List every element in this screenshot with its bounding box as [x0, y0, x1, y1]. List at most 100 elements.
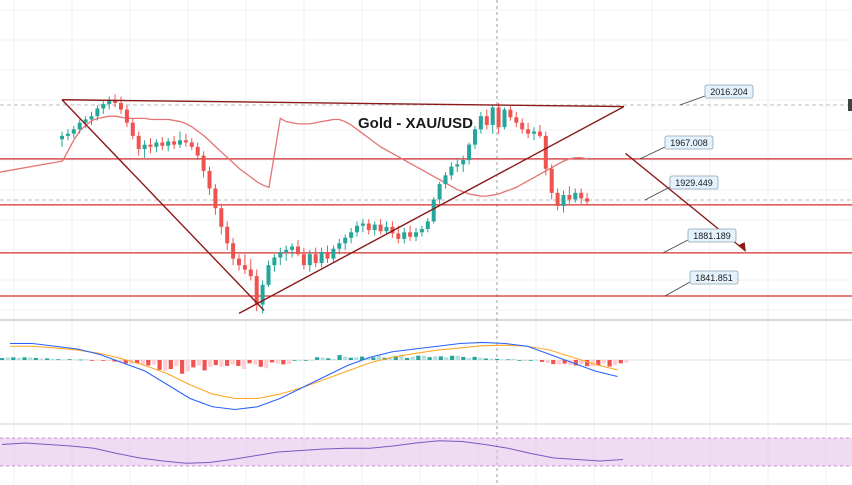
macd-histogram-bar: [393, 355, 398, 360]
candle: [201, 151, 206, 178]
label-leader: [644, 186, 671, 201]
candle: [325, 245, 330, 263]
candle: [178, 131, 182, 148]
candle: [189, 138, 194, 151]
candle-body: [543, 135, 548, 169]
macd-histogram-bar: [112, 360, 117, 362]
candle: [567, 186, 572, 204]
candle-body: [355, 225, 359, 233]
candle: [266, 260, 271, 288]
candle: [89, 111, 94, 125]
macd-histogram-bar: [84, 359, 89, 361]
candle-body: [107, 99, 112, 105]
candle-body: [154, 142, 159, 147]
candle: [537, 124, 542, 139]
candle-body: [549, 168, 554, 193]
candle-body: [319, 252, 324, 263]
macd-histogram-bar: [213, 360, 218, 366]
candle: [142, 140, 147, 158]
candle: [272, 254, 277, 272]
candle-body: [60, 135, 64, 140]
candle: [296, 239, 300, 257]
candle-body: [431, 199, 436, 222]
candle-body: [266, 265, 271, 285]
candle-body: [461, 159, 466, 165]
candle-body: [207, 170, 212, 189]
candle-body: [313, 254, 318, 263]
candle: [65, 129, 70, 141]
candle-body: [396, 233, 401, 239]
candle-body: [366, 223, 371, 231]
candle: [284, 245, 289, 261]
macd-histogram-bar: [343, 356, 348, 360]
label-leader: [662, 239, 689, 254]
macd-histogram-bar: [191, 360, 196, 368]
macd-histogram-bar: [450, 355, 455, 360]
candle: [449, 162, 454, 180]
candle: [195, 142, 200, 160]
macd-histogram-bar: [140, 360, 145, 365]
candle: [520, 118, 525, 134]
level-label: 2016.204: [679, 84, 754, 106]
macd-histogram-bar: [50, 358, 55, 360]
candle: [242, 254, 247, 274]
projection-arrowhead: [738, 242, 746, 252]
macd-histogram-bar: [427, 357, 432, 360]
macd-histogram-bar: [67, 359, 72, 360]
macd-histogram-bar: [483, 358, 488, 360]
candle-body: [77, 122, 82, 130]
trendline: [61, 99, 624, 108]
macd-histogram-bar: [315, 357, 320, 360]
macd-histogram-bar: [376, 355, 381, 360]
macd-histogram-bar: [146, 360, 151, 366]
label-box: [689, 270, 739, 285]
candle: [136, 131, 141, 156]
candle: [60, 131, 64, 147]
candles: [60, 94, 590, 314]
candle-body: [532, 131, 536, 134]
macd-histogram-bar: [106, 360, 111, 361]
macd-histogram-bar: [309, 360, 314, 361]
macd-histogram-bar: [258, 360, 263, 367]
candle-body: [242, 265, 247, 270]
macd-histogram-bar: [506, 359, 511, 361]
candle-body: [172, 141, 177, 145]
candle: [502, 107, 507, 130]
candle-body: [166, 141, 171, 146]
macd-signal-line: [10, 344, 618, 400]
macd-histogram-bar: [78, 359, 83, 361]
candle: [307, 249, 312, 272]
macd-histogram-bar: [320, 357, 325, 360]
macd-histogram-bar: [596, 360, 601, 366]
rsi-line: [1, 440, 624, 464]
candle-body: [467, 144, 472, 160]
macd-histogram-bar: [123, 360, 128, 364]
candle: [378, 219, 383, 235]
candle-body: [573, 192, 578, 200]
candle-body: [378, 224, 383, 232]
candle: [455, 157, 460, 173]
macd-histogram-bar: [253, 360, 258, 365]
level-labels: 2016.204 1967.008 1929.449 1881.189 1841.851: [639, 84, 852, 297]
candle-body: [425, 221, 430, 230]
candle: [431, 197, 436, 224]
candle: [260, 280, 265, 314]
label-leader: [679, 95, 706, 106]
candle: [579, 188, 584, 204]
macd-histogram-bar: [135, 360, 140, 364]
macd-histogram-bar: [489, 358, 494, 360]
price-axis-marker: [848, 99, 852, 111]
macd-histogram-bar: [28, 357, 33, 360]
candle: [313, 247, 318, 268]
macd-histogram-bar: [461, 356, 466, 360]
candle-body: [408, 232, 413, 237]
candle-body: [449, 166, 454, 176]
macd-histogram-bar: [275, 360, 280, 364]
candle-body: [537, 131, 542, 136]
macd-histogram-bar: [601, 360, 606, 364]
macd-histogram-bar: [151, 360, 156, 365]
candle-body: [95, 108, 100, 117]
candle-body: [160, 142, 165, 146]
macd-histogram-bar: [174, 360, 179, 366]
candle-body: [101, 104, 106, 109]
